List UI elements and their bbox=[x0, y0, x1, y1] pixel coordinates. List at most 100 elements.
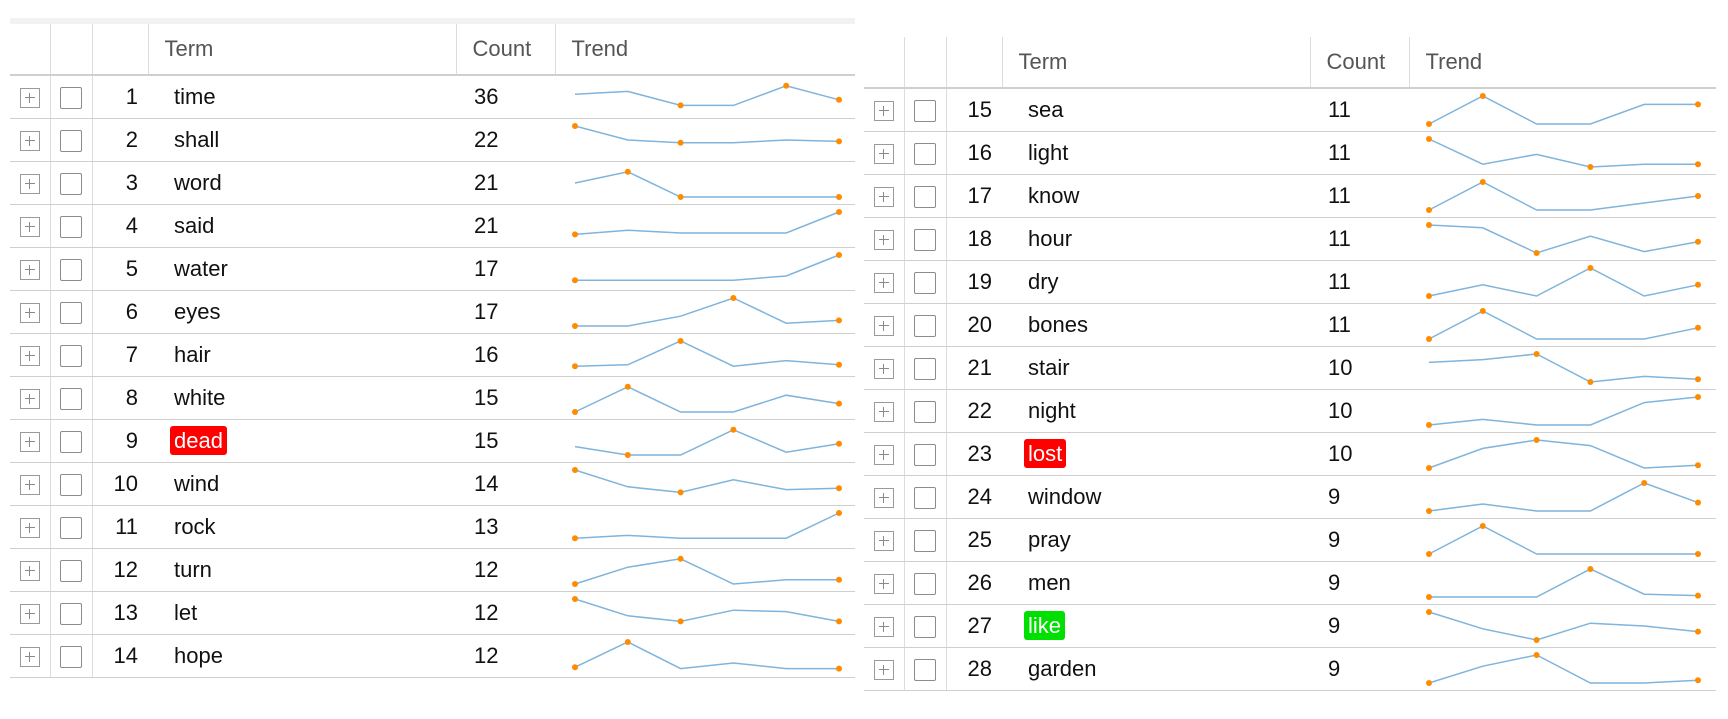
expand-row-icon[interactable] bbox=[873, 488, 894, 509]
expand-row-icon[interactable] bbox=[19, 131, 40, 152]
term-text[interactable]: rock bbox=[174, 514, 216, 539]
table-row[interactable]: 3 word 21 bbox=[10, 161, 855, 205]
term-text[interactable]: word bbox=[174, 170, 222, 195]
row-checkbox[interactable] bbox=[60, 431, 82, 454]
table-row[interactable]: 16 light 11 bbox=[864, 131, 1716, 175]
row-checkbox[interactable] bbox=[60, 517, 82, 540]
table-row[interactable]: 12 turn 12 bbox=[10, 548, 855, 592]
expand-row-icon[interactable] bbox=[19, 389, 40, 410]
table-row[interactable]: 13 let 12 bbox=[10, 591, 855, 635]
row-checkbox[interactable] bbox=[60, 646, 82, 669]
trend-column-header[interactable]: Trend bbox=[1408, 37, 1716, 89]
table-row[interactable]: 6 eyes 17 bbox=[10, 290, 855, 334]
term-text[interactable]: wind bbox=[174, 471, 220, 496]
term-text[interactable]: sea bbox=[1028, 97, 1064, 122]
term-text[interactable]: pray bbox=[1028, 527, 1071, 552]
row-checkbox[interactable] bbox=[60, 560, 82, 583]
expand-row-icon[interactable] bbox=[19, 475, 40, 496]
row-checkbox[interactable] bbox=[60, 130, 82, 153]
expand-row-icon[interactable] bbox=[873, 230, 894, 251]
row-checkbox[interactable] bbox=[60, 345, 82, 368]
table-row[interactable]: 26 men 9 bbox=[864, 561, 1716, 605]
row-checkbox[interactable] bbox=[914, 659, 936, 682]
term-text[interactable]: time bbox=[174, 84, 216, 109]
expand-row-icon[interactable] bbox=[873, 574, 894, 595]
term-text[interactable]: lost bbox=[1024, 439, 1067, 468]
table-row[interactable]: 7 hair 16 bbox=[10, 333, 855, 377]
term-text[interactable]: hour bbox=[1028, 226, 1073, 251]
table-row[interactable]: 27 like 9 bbox=[864, 604, 1716, 648]
row-checkbox[interactable] bbox=[914, 616, 936, 639]
expand-row-icon[interactable] bbox=[19, 217, 40, 238]
row-checkbox[interactable] bbox=[914, 401, 936, 424]
trend-column-header[interactable]: Trend bbox=[554, 21, 855, 76]
expand-row-icon[interactable] bbox=[19, 518, 40, 539]
table-row[interactable]: 18 hour 11 bbox=[864, 217, 1716, 261]
table-row[interactable]: 9 dead 15 bbox=[10, 419, 855, 463]
row-checkbox[interactable] bbox=[60, 603, 82, 626]
row-checkbox[interactable] bbox=[914, 358, 936, 381]
expand-row-icon[interactable] bbox=[19, 174, 40, 195]
table-row[interactable]: 23 lost 10 bbox=[864, 432, 1716, 476]
expand-row-icon[interactable] bbox=[873, 144, 894, 165]
term-text[interactable]: said bbox=[174, 213, 215, 238]
row-checkbox[interactable] bbox=[60, 302, 82, 325]
term-text[interactable]: garden bbox=[1028, 656, 1097, 681]
row-checkbox[interactable] bbox=[60, 259, 82, 282]
term-text[interactable]: like bbox=[1024, 611, 1066, 640]
table-row[interactable]: 21 stair 10 bbox=[864, 346, 1716, 390]
term-text[interactable]: bones bbox=[1028, 312, 1088, 337]
table-row[interactable]: 10 wind 14 bbox=[10, 462, 855, 506]
term-text[interactable]: let bbox=[174, 600, 198, 625]
row-checkbox[interactable] bbox=[914, 315, 936, 338]
expand-row-icon[interactable] bbox=[19, 647, 40, 668]
expand-row-icon[interactable] bbox=[873, 101, 894, 122]
row-checkbox[interactable] bbox=[60, 87, 82, 110]
expand-row-icon[interactable] bbox=[19, 346, 40, 367]
expand-row-icon[interactable] bbox=[19, 88, 40, 109]
expand-row-icon[interactable] bbox=[873, 402, 894, 423]
table-row[interactable]: 8 white 15 bbox=[10, 376, 855, 420]
row-checkbox[interactable] bbox=[914, 186, 936, 209]
expand-row-icon[interactable] bbox=[873, 445, 894, 466]
term-text[interactable]: window bbox=[1028, 484, 1102, 509]
row-checkbox[interactable] bbox=[60, 474, 82, 497]
expand-row-icon[interactable] bbox=[873, 531, 894, 552]
term-text[interactable]: white bbox=[174, 385, 226, 410]
table-row[interactable]: 11 rock 13 bbox=[10, 505, 855, 549]
term-text[interactable]: stair bbox=[1028, 355, 1070, 380]
table-row[interactable]: 19 dry 11 bbox=[864, 260, 1716, 304]
term-text[interactable]: hair bbox=[174, 342, 211, 367]
expand-row-icon[interactable] bbox=[19, 432, 40, 453]
row-checkbox[interactable] bbox=[914, 229, 936, 252]
term-text[interactable]: night bbox=[1028, 398, 1076, 423]
table-row[interactable]: 28 garden 9 bbox=[864, 647, 1716, 691]
count-column-header[interactable]: Count bbox=[455, 21, 555, 76]
row-checkbox[interactable] bbox=[914, 573, 936, 596]
term-text[interactable]: dry bbox=[1028, 269, 1059, 294]
table-row[interactable]: 15 sea 11 bbox=[864, 87, 1716, 132]
expand-row-icon[interactable] bbox=[873, 660, 894, 681]
expand-row-icon[interactable] bbox=[873, 273, 894, 294]
table-row[interactable]: 24 window 9 bbox=[864, 475, 1716, 519]
row-checkbox[interactable] bbox=[914, 143, 936, 166]
table-row[interactable]: 17 know 11 bbox=[864, 174, 1716, 218]
row-checkbox[interactable] bbox=[914, 530, 936, 553]
expand-row-icon[interactable] bbox=[873, 359, 894, 380]
expand-row-icon[interactable] bbox=[19, 561, 40, 582]
term-text[interactable]: shall bbox=[174, 127, 220, 152]
term-text[interactable]: turn bbox=[174, 557, 212, 582]
term-column-header[interactable]: Term bbox=[1001, 37, 1310, 89]
row-checkbox[interactable] bbox=[60, 173, 82, 196]
row-checkbox[interactable] bbox=[60, 388, 82, 411]
table-row[interactable]: 25 pray 9 bbox=[864, 518, 1716, 562]
table-row[interactable]: 22 night 10 bbox=[864, 389, 1716, 433]
expand-row-icon[interactable] bbox=[873, 187, 894, 208]
table-row[interactable]: 2 shall 22 bbox=[10, 118, 855, 162]
term-text[interactable]: water bbox=[174, 256, 228, 281]
row-checkbox[interactable] bbox=[914, 100, 936, 123]
table-row[interactable]: 1 time 36 bbox=[10, 74, 855, 119]
term-column-header[interactable]: Term bbox=[147, 21, 456, 76]
expand-row-icon[interactable] bbox=[19, 260, 40, 281]
term-text[interactable]: hope bbox=[174, 643, 223, 668]
